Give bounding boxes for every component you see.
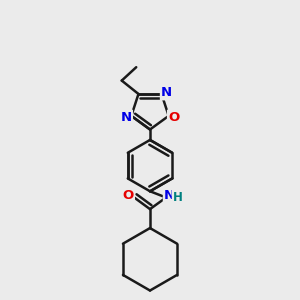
Text: O: O xyxy=(123,189,134,202)
Text: N: N xyxy=(121,110,132,124)
Text: O: O xyxy=(168,110,179,124)
Text: N: N xyxy=(161,86,172,99)
Text: H: H xyxy=(173,190,183,204)
Text: N: N xyxy=(164,189,175,202)
